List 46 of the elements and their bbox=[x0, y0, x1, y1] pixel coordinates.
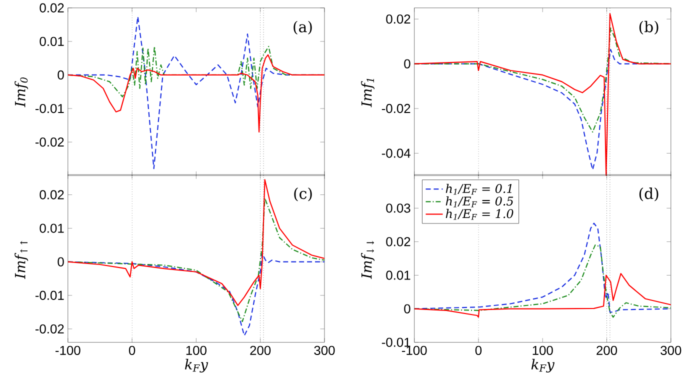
line-series bbox=[68, 54, 324, 132]
x-tick-label: 0 bbox=[475, 346, 482, 355]
y-tick-label: -0.01 bbox=[35, 104, 64, 113]
legend-label: h$_{1}$/E$_{F}$ = 0.5 bbox=[446, 196, 514, 208]
line-series bbox=[414, 13, 671, 176]
x-tick-label: 100 bbox=[186, 346, 206, 355]
y-tick-label: -0.02 bbox=[35, 137, 64, 147]
y-tick-label: 0 bbox=[404, 304, 410, 314]
annotation: (d) bbox=[639, 187, 658, 202]
annotation: (b) bbox=[639, 20, 658, 34]
x-tick-label: 200 bbox=[596, 346, 618, 355]
y-tick-label: 0.01 bbox=[386, 270, 410, 280]
y-axis-title: Imf$_{↓↓}$ bbox=[361, 240, 375, 279]
y-tick-label: -0.01 bbox=[382, 338, 410, 347]
x-tick-label: -100 bbox=[402, 346, 427, 355]
y-tick-label: 0.01 bbox=[40, 224, 64, 233]
line-series bbox=[414, 272, 671, 318]
x-tick-label: -100 bbox=[56, 346, 80, 355]
y-tick-label: 0.01 bbox=[40, 36, 64, 46]
x-tick-label: 200 bbox=[250, 346, 271, 355]
y-tick-label: 0 bbox=[58, 257, 64, 266]
x-axis-title: k$_{F}$y bbox=[184, 358, 208, 372]
y-tick-label: 0.02 bbox=[386, 14, 410, 24]
annotation: (a) bbox=[294, 20, 312, 34]
y-tick-label: 0.03 bbox=[386, 203, 410, 213]
y-axis-title: Imf$_{↑↑}$ bbox=[14, 240, 28, 279]
y-tick-label: 0.02 bbox=[40, 190, 64, 200]
x-tick-label: 300 bbox=[660, 346, 682, 355]
x-axis-title: k$_{F}$y bbox=[531, 358, 555, 372]
x-tick-label: 100 bbox=[532, 346, 553, 355]
x-tick-label: 0 bbox=[128, 346, 136, 355]
y-tick-label: 0.02 bbox=[386, 236, 410, 246]
y-axis-title: Imf$_{0}$ bbox=[14, 77, 28, 108]
y-axis-title: Imf$_{1}$ bbox=[361, 78, 375, 108]
legend-label: h$_{1}$/E$_{F}$ = 0.1 bbox=[446, 184, 512, 195]
x-tick-label: 300 bbox=[314, 346, 335, 355]
annotation: (c) bbox=[294, 187, 312, 202]
y-tick-label: -0.02 bbox=[35, 324, 64, 334]
y-tick-label: -0.01 bbox=[35, 290, 64, 300]
y-tick-label: -0.02 bbox=[382, 104, 410, 113]
y-tick-label: 0 bbox=[404, 59, 410, 68]
line-series bbox=[68, 178, 324, 306]
y-tick-label: 0.02 bbox=[40, 3, 64, 12]
y-tick-label: -0.04 bbox=[382, 148, 410, 158]
y-tick-label: 0 bbox=[58, 70, 64, 80]
legend-label: h$_{1}$/E$_{F}$ = 1.0 bbox=[446, 208, 514, 220]
